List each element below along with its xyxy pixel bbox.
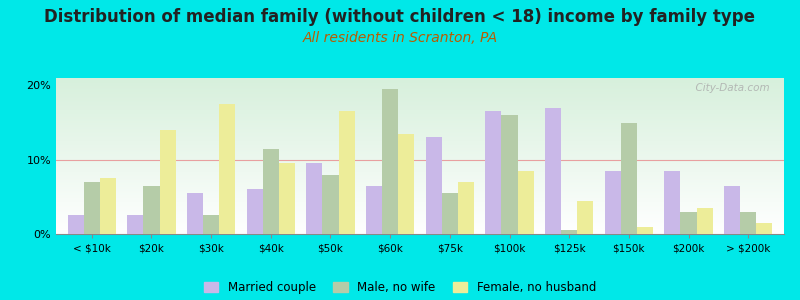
Bar (697, 208, 713, 234)
Bar (518, 171, 534, 234)
Bar (756, 223, 772, 234)
Bar (279, 164, 295, 234)
Text: City-Data.com: City-Data.com (689, 83, 770, 93)
Bar (578, 201, 594, 234)
Bar (605, 171, 621, 234)
Bar (306, 164, 322, 234)
Bar (322, 175, 338, 234)
Bar (458, 182, 474, 234)
Bar (68, 215, 84, 234)
Bar (561, 230, 578, 234)
Bar (382, 89, 398, 234)
Bar (159, 130, 176, 234)
Bar (84, 182, 100, 234)
Bar (545, 108, 561, 234)
Bar (187, 193, 203, 234)
Bar (664, 171, 681, 234)
Bar (143, 186, 159, 234)
Legend: Married couple, Male, no wife, Female, no husband: Married couple, Male, no wife, Female, n… (204, 281, 596, 294)
Bar (219, 104, 235, 234)
Bar (681, 212, 697, 234)
Bar (442, 193, 458, 234)
Text: All residents in Scranton, PA: All residents in Scranton, PA (302, 32, 498, 46)
Bar (100, 178, 116, 234)
Bar (426, 137, 442, 234)
Bar (366, 186, 382, 234)
Bar (246, 189, 262, 234)
Bar (486, 111, 502, 234)
Bar (621, 123, 637, 234)
Bar (203, 215, 219, 234)
Bar (637, 226, 653, 234)
Bar (127, 215, 143, 234)
Bar (262, 148, 279, 234)
Bar (740, 212, 756, 234)
Text: Distribution of median family (without children < 18) income by family type: Distribution of median family (without c… (45, 8, 755, 26)
Bar (724, 186, 740, 234)
Bar (398, 134, 414, 234)
Bar (338, 111, 354, 234)
Bar (502, 115, 518, 234)
